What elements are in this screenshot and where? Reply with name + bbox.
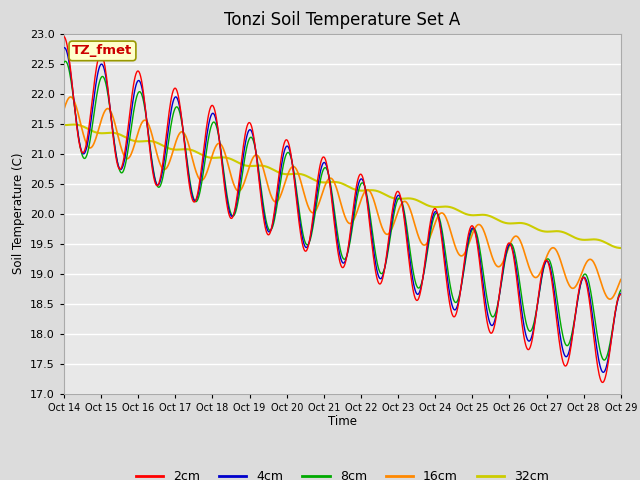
X-axis label: Time: Time: [328, 415, 357, 429]
Legend: 2cm, 4cm, 8cm, 16cm, 32cm: 2cm, 4cm, 8cm, 16cm, 32cm: [131, 465, 554, 480]
Y-axis label: Soil Temperature (C): Soil Temperature (C): [12, 153, 24, 275]
Text: TZ_fmet: TZ_fmet: [72, 44, 132, 58]
Title: Tonzi Soil Temperature Set A: Tonzi Soil Temperature Set A: [224, 11, 461, 29]
